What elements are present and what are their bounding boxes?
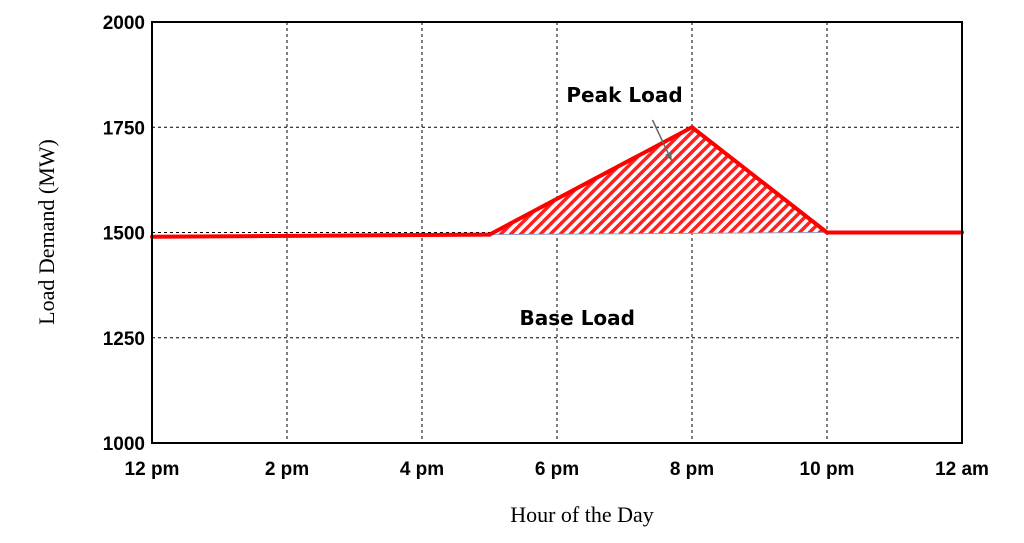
annotation-label: Base Load (520, 306, 635, 330)
y-tick-label: 1500 (103, 224, 145, 245)
annotation-label: Peak Load (566, 83, 682, 107)
y-axis-label: Load Demand (MW) (34, 139, 59, 325)
x-tick-label: 2 pm (265, 459, 309, 480)
x-tick-label: 12 am (935, 459, 989, 480)
x-tick-label: 4 pm (400, 459, 444, 480)
ticks: 12 pm 2 pm 4 pm 6 pm 8 pm 10 pm 12 am 1000 1250 1… (103, 13, 989, 480)
y-tick-label: 1000 (103, 434, 145, 455)
y-tick-label: 2000 (103, 13, 145, 34)
x-tick-label: 8 pm (670, 459, 714, 480)
x-tick-label: 12 pm (125, 459, 180, 480)
x-tick-label: 10 pm (800, 459, 855, 480)
y-tick-label: 1750 (103, 118, 145, 139)
load-line-segment (152, 235, 490, 237)
x-tick-label: 6 pm (535, 459, 579, 480)
y-tick-label: 1250 (103, 329, 145, 350)
x-axis-label: Hour of the Day (510, 502, 654, 527)
